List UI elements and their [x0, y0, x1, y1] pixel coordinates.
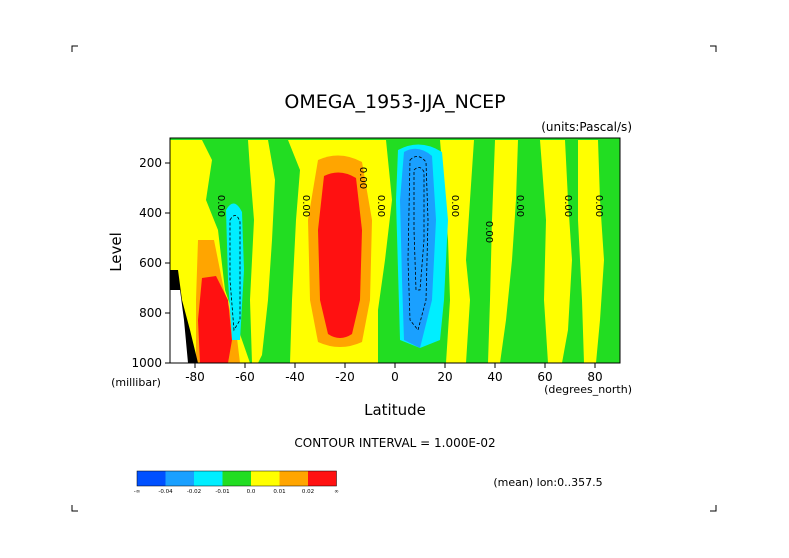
- colorbar-swatch: [308, 471, 337, 486]
- x-tick-label: 80: [587, 370, 602, 384]
- contour-label: 0.00: [357, 167, 368, 189]
- mean-lon-note: (mean) lon:0..357.5: [493, 476, 602, 489]
- x-axis-unit: (degrees_north): [544, 383, 632, 396]
- contour-label: 0.00: [449, 195, 460, 217]
- contour-field: [170, 138, 620, 363]
- contour-label: 0.00: [483, 221, 494, 243]
- band-yellow-north-2: [578, 140, 604, 363]
- colorbar-swatch: [194, 471, 223, 486]
- y-axis: 200 400 600 800 1000: [131, 156, 170, 370]
- x-tick-label: -20: [335, 370, 355, 384]
- x-axis-label: Latitude: [364, 401, 426, 419]
- colorbar-swatch: [165, 471, 194, 486]
- x-axis: -80 -60 -40 -20 0 20 40 60 80: [185, 363, 603, 384]
- x-tick-label: 0: [391, 370, 399, 384]
- y-tick-label: 600: [139, 256, 162, 270]
- band-cyan-south: [226, 203, 244, 340]
- chart-title: OMEGA_1953-JJA_NCEP: [284, 91, 505, 113]
- band-yellow-north-tropics: [440, 140, 474, 363]
- y-axis-unit: (millibar): [111, 376, 161, 389]
- contour-interval-note: CONTOUR INTERVAL = 1.000E-02: [294, 436, 495, 450]
- contour-label: 0.00: [593, 195, 604, 217]
- colorbar: -∞ -0.04 -0.02 -0.01 0.0 0.01 0.02 ∞: [134, 470, 339, 495]
- x-tick-label: 60: [537, 370, 552, 384]
- y-axis-label: Level: [107, 232, 125, 272]
- x-tick-label: -40: [285, 370, 305, 384]
- colorbar-label: -0.01: [215, 489, 229, 495]
- colorbar-frame: [136, 470, 337, 487]
- colorbar-label: ∞: [334, 489, 339, 495]
- x-tick-label: -80: [185, 370, 205, 384]
- x-tick-label: -60: [235, 370, 255, 384]
- y-tick-label: 1000: [131, 356, 162, 370]
- contour-labels: 0.00 0.00 0.00 0.00 0.00 0.00 0.00 0.00 …: [215, 167, 604, 243]
- band-yellow-north-1: [540, 140, 572, 363]
- y-tick-label: 400: [139, 206, 162, 220]
- x-tick-label: 40: [487, 370, 502, 384]
- colorbar-swatch: [222, 471, 251, 486]
- colorbar-label: -0.02: [187, 489, 201, 495]
- colorbar-label: 0.02: [302, 489, 314, 495]
- units-note: (units:Pascal/s): [541, 120, 632, 134]
- contour-label: 0.00: [562, 195, 573, 217]
- band-yellow-mid-north: [488, 140, 518, 363]
- colorbar-label: 0.01: [273, 489, 285, 495]
- contour-label: 0.00: [375, 195, 386, 217]
- region-red-subtropics: [318, 172, 362, 338]
- contour-label: 0.00: [300, 195, 311, 217]
- x-tick-label: 20: [437, 370, 452, 384]
- colorbar-label: 0.0: [247, 489, 256, 495]
- region-red-antarctic: [198, 276, 232, 363]
- y-tick-label: 800: [139, 306, 162, 320]
- topography-white: [170, 290, 188, 363]
- y-tick-label: 200: [139, 156, 162, 170]
- colorbar-label: -0.04: [158, 489, 173, 495]
- colorbar-swatch: [279, 471, 308, 486]
- corner-marks: [71, 45, 717, 512]
- band-yellow-left-mid: [248, 140, 275, 363]
- contour-label: 0.00: [514, 195, 525, 217]
- negative-contours: [229, 156, 429, 332]
- colorbar-swatch: [251, 471, 280, 486]
- colorbar-swatch: [137, 471, 166, 486]
- colorbar-label: -∞: [134, 489, 141, 495]
- contour-label: 0.00: [215, 195, 226, 217]
